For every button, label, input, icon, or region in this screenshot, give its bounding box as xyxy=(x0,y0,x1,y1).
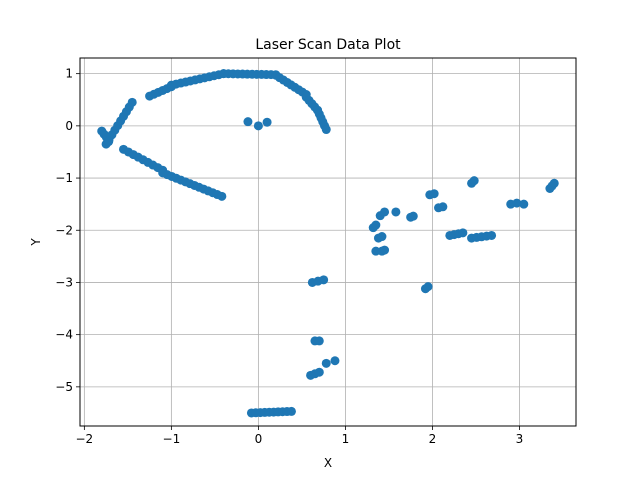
scan-point xyxy=(380,207,390,217)
chart-title: Laser Scan Data Plot xyxy=(255,37,401,53)
grid-lines xyxy=(80,58,576,426)
scan-point xyxy=(314,367,324,377)
scan-point xyxy=(321,125,331,135)
scan-point xyxy=(104,137,114,147)
x-tick-label: 3 xyxy=(516,432,524,446)
scan-point xyxy=(314,336,324,346)
y-tick-label: −5 xyxy=(55,380,73,394)
scan-point xyxy=(519,199,529,209)
axis-ticks: −2 −1 0 1 2 3 −5 −4 −3 −2 −1 0 1 xyxy=(55,67,523,446)
scan-point xyxy=(458,228,468,238)
y-tick-label: −2 xyxy=(55,223,73,237)
scan-point xyxy=(487,230,497,240)
x-tick-label: 2 xyxy=(429,432,437,446)
x-axis-label: X xyxy=(324,456,332,470)
scan-point xyxy=(377,232,387,242)
scan-point xyxy=(469,176,479,186)
y-tick-label: 0 xyxy=(65,119,73,133)
y-tick-label: −3 xyxy=(55,275,73,289)
scan-point xyxy=(429,189,439,199)
scan-point xyxy=(371,220,381,230)
y-axis-label: Y xyxy=(29,238,43,247)
x-tick-label: 0 xyxy=(255,432,263,446)
scan-point xyxy=(330,356,340,366)
y-tick-label: −4 xyxy=(55,328,73,342)
scan-point xyxy=(408,211,418,221)
plot-frame xyxy=(79,57,577,427)
scan-point xyxy=(127,97,137,107)
scan-point xyxy=(319,275,329,285)
scan-point xyxy=(512,198,522,208)
y-tick-label: 1 xyxy=(65,67,73,81)
scan-point xyxy=(380,245,390,255)
scan-point xyxy=(438,202,448,212)
scan-point xyxy=(217,191,227,201)
x-tick-label: −2 xyxy=(75,432,93,446)
scatter-points xyxy=(97,69,559,418)
scan-point xyxy=(321,358,331,368)
scan-point xyxy=(243,117,253,127)
scan-point xyxy=(253,121,263,131)
y-tick-label: −1 xyxy=(55,171,73,185)
scan-point xyxy=(286,406,296,416)
scan-point xyxy=(549,178,559,188)
x-tick-label: 1 xyxy=(342,432,350,446)
scan-point xyxy=(423,282,433,292)
scan-point xyxy=(262,117,272,127)
scan-point xyxy=(391,207,401,217)
x-tick-label: −1 xyxy=(163,432,181,446)
